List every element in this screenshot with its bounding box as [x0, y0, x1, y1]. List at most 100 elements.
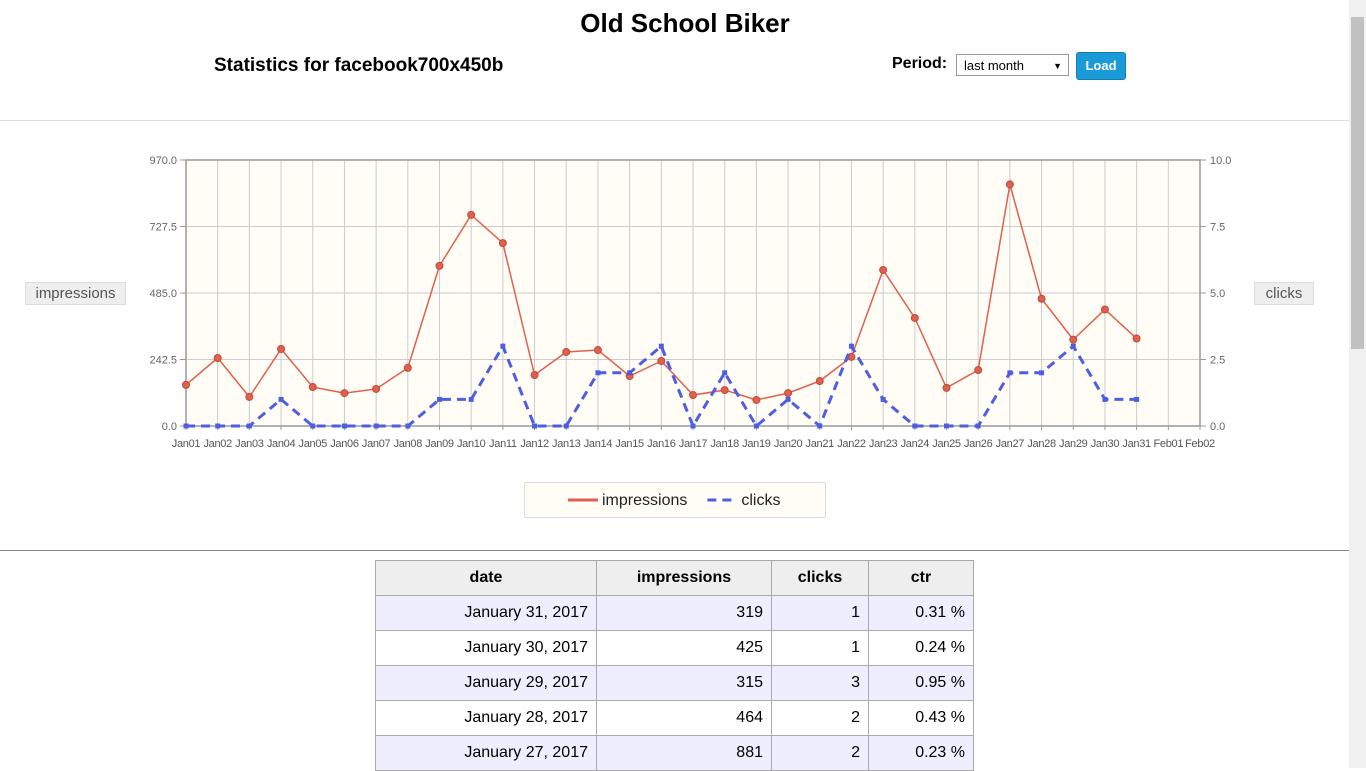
point	[182, 380, 190, 389]
table-cell: 425	[596, 630, 772, 666]
table-cell: 0.24 %	[868, 630, 974, 666]
y2-axis-label: clicks	[1254, 282, 1314, 305]
point	[595, 370, 601, 376]
x-tick-label: Jan17	[679, 438, 708, 450]
x-tick-label: Jan09	[425, 438, 454, 450]
point	[689, 391, 697, 400]
point	[467, 210, 476, 219]
x-tick-label: Jan12	[520, 438, 549, 450]
y-tick-label: 727.5	[149, 222, 177, 234]
x-tick-label: Jan22	[837, 438, 866, 450]
dropdown-arrow: ▼	[1053, 61, 1062, 71]
x-tick-label: Jan25	[932, 438, 961, 450]
y-tick-label: 242.5	[149, 355, 177, 367]
x-tick-label: Jan28	[1027, 438, 1056, 450]
x-tick-label: Jan03	[235, 438, 264, 450]
point	[1005, 180, 1014, 189]
point	[1100, 305, 1109, 314]
stats-table: date impressions clicks ctr January 31, 2017…	[375, 560, 974, 771]
point	[910, 313, 919, 322]
point	[372, 384, 381, 393]
x-tick-label: Jan21	[806, 438, 835, 450]
table-cell: 2	[771, 735, 869, 771]
point	[183, 423, 189, 429]
point	[437, 396, 442, 402]
y-tick-label: 485.0	[149, 288, 177, 300]
x-tick-label: Feb01	[1153, 438, 1183, 450]
table-cell: 881	[596, 735, 772, 771]
y-tick-label: 970.0	[149, 155, 177, 167]
x-tick-label: Jan13	[552, 438, 581, 450]
table-row: January 28, 2017 464 2 0.43 %	[375, 700, 974, 736]
x-tick-label: Jan10	[457, 438, 486, 450]
x-tick-label: Jan24	[901, 438, 930, 450]
page-title: Old School Biker	[580, 8, 790, 38]
point	[848, 343, 854, 349]
legend: impressions clicks	[524, 482, 826, 518]
table-cell: 1	[771, 595, 869, 631]
x-tick-label: Jan05	[299, 438, 328, 450]
point	[340, 389, 349, 398]
point	[1039, 370, 1045, 376]
point	[1134, 396, 1140, 402]
point	[657, 357, 666, 366]
x-tick-label: Jan20	[774, 438, 803, 450]
point	[784, 389, 793, 398]
column-header: impressions	[596, 560, 772, 596]
point	[817, 423, 823, 429]
column-header: date	[375, 560, 597, 596]
period-label: Period:	[892, 55, 948, 72]
point	[1132, 334, 1141, 343]
point	[373, 423, 379, 429]
point	[403, 363, 412, 372]
table-cell: 1	[771, 630, 869, 666]
point	[213, 353, 222, 362]
point	[1102, 396, 1108, 402]
table-cell: 3	[771, 665, 869, 701]
chart: 0.0 242.5 485.0 727.5 970.0 0.0 2.5 5.0 7.5 10.0 J…	[149, 155, 1231, 518]
y-tick-label: 0.0	[162, 421, 177, 433]
point	[658, 343, 664, 349]
point	[912, 423, 918, 429]
table-cell: January 29, 2017	[375, 665, 597, 701]
point	[468, 396, 474, 402]
table-cell: 315	[596, 665, 772, 701]
x-tick-label: Jan29	[1059, 438, 1088, 450]
point	[530, 370, 539, 379]
x-tick-label: Jan18	[710, 438, 739, 450]
scrollbar[interactable]	[1349, 0, 1366, 768]
point	[215, 423, 221, 429]
x-tick-label: Jan30	[1091, 438, 1120, 450]
column-header: ctr	[868, 560, 974, 596]
point	[562, 347, 571, 356]
point	[722, 370, 728, 376]
point	[1037, 294, 1046, 303]
point	[310, 423, 316, 429]
period-select[interactable]: last month ▼	[956, 54, 1069, 76]
x-tick-label: Jan26	[964, 438, 993, 450]
point	[277, 344, 286, 353]
period-value: last month	[964, 58, 1024, 73]
x-tick-label: Jan27	[996, 438, 1025, 450]
x-tick-label: Jan06	[330, 438, 359, 450]
point	[405, 423, 411, 429]
x-tick-label: Jan04	[267, 438, 296, 450]
point	[944, 423, 949, 429]
point	[815, 377, 824, 386]
table-cell: 319	[596, 595, 772, 631]
x-tick-label: Jan07	[362, 438, 391, 450]
scrollbar-thumb[interactable]	[1351, 17, 1364, 349]
y2-tick-label: 7.5	[1210, 222, 1225, 234]
divider	[0, 550, 1349, 551]
load-button[interactable]: Load	[1076, 52, 1126, 80]
x-tick-label: Jan01	[172, 438, 201, 450]
y2-tick-label: 2.5	[1210, 355, 1225, 367]
point	[563, 423, 569, 429]
point	[1007, 370, 1013, 376]
point	[785, 396, 791, 402]
legend-label: clicks	[741, 492, 780, 509]
point	[720, 386, 729, 395]
x-tick-label: Jan16	[647, 438, 676, 450]
column-header: clicks	[771, 560, 869, 596]
